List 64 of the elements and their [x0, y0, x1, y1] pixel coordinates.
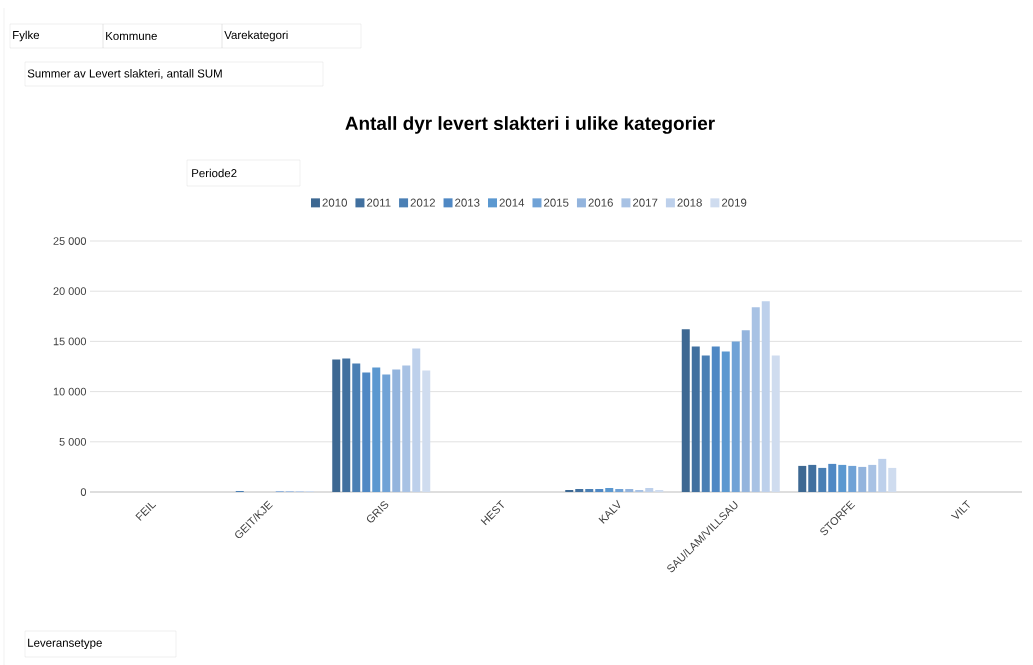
- bar: [635, 489, 644, 492]
- x-tick-label: FEIL: [135, 502, 157, 521]
- text: Leveransetype: [28, 638, 102, 650]
- bar: [838, 464, 847, 492]
- bar: [342, 358, 351, 492]
- legend-label: 2014: [499, 198, 525, 207]
- bar: [818, 467, 827, 492]
- bar: [655, 489, 664, 492]
- bar: [701, 355, 710, 492]
- bar: [615, 488, 624, 492]
- y-tick-label: 0: [80, 488, 87, 496]
- bar: [888, 467, 897, 492]
- bar: [771, 355, 780, 492]
- legend-title: Periode2: [192, 168, 237, 178]
- bar: [741, 330, 750, 492]
- y-tick-label: 10 000: [53, 387, 87, 396]
- bar: [828, 463, 837, 492]
- bar: [858, 466, 867, 492]
- bar: [731, 341, 740, 492]
- bar: [392, 369, 401, 492]
- bar: [595, 488, 604, 492]
- bar: [848, 465, 857, 492]
- legend-label: 2015: [544, 198, 569, 207]
- legend-label: 2013: [455, 198, 480, 207]
- legend-label: 2012: [410, 198, 435, 207]
- bar: [761, 301, 770, 492]
- chart-title: Antall dyr levert slakteri i ulike kategorier: [345, 116, 715, 134]
- text: Varekategori: [224, 30, 288, 42]
- y-tick-label: 20 000: [53, 287, 87, 296]
- legend-label: 2017: [633, 198, 658, 207]
- bar: [721, 351, 730, 492]
- legend-label: 2016: [588, 198, 613, 207]
- y-tick-label: 15 000: [53, 337, 87, 346]
- bar: [575, 488, 584, 492]
- legend-label: 2019: [721, 198, 747, 207]
- bar: [332, 359, 341, 492]
- text: Fylke: [13, 30, 40, 42]
- bar: [751, 307, 760, 492]
- bar: [412, 348, 421, 492]
- bar: [691, 346, 700, 492]
- text: Kommune: [106, 32, 157, 40]
- bar: [645, 487, 654, 492]
- y-tick-label: 5 000: [59, 437, 87, 446]
- legend-label: 2018: [677, 198, 702, 207]
- legend-label: 2011: [367, 198, 391, 207]
- bar: [352, 363, 361, 492]
- bar: [372, 367, 381, 492]
- bar: [382, 374, 391, 492]
- bar: [625, 488, 634, 492]
- bar: [362, 372, 371, 492]
- y-tick-label: 25 000: [53, 237, 87, 245]
- bar: [878, 458, 887, 492]
- legend-label: 2010: [322, 198, 347, 207]
- bar: [808, 464, 817, 492]
- bar: [868, 464, 877, 492]
- bar: [681, 329, 690, 492]
- bar: [605, 487, 614, 492]
- bar: [585, 488, 594, 492]
- bar: [402, 365, 411, 492]
- bar: [711, 346, 720, 492]
- bar: [565, 489, 574, 492]
- text: Summer av Levert slakteri, antall SUM: [27, 69, 222, 79]
- bar: [422, 370, 431, 492]
- bar: [798, 465, 807, 492]
